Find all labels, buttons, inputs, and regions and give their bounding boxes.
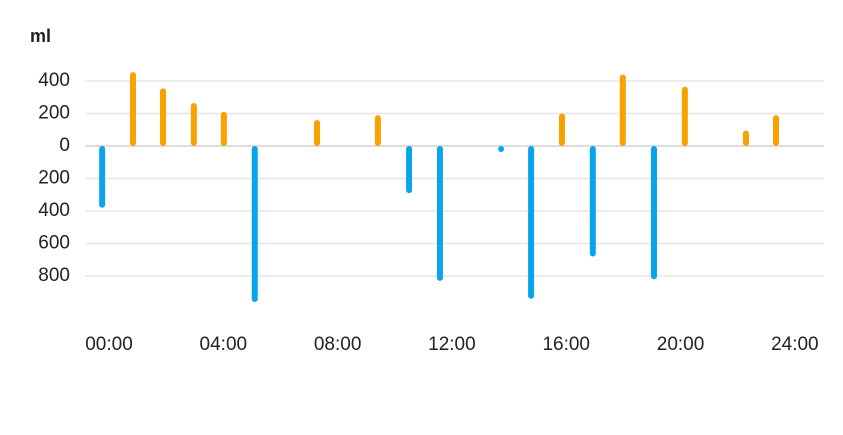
x-tick-label: 12:00 [428,334,476,355]
y-axis-title: ml [30,26,51,46]
x-tick-label: 08:00 [314,334,362,355]
y-tick-label: 800 [38,265,70,286]
y-tick-label: 600 [38,233,70,254]
y-tick-label: 400 [38,70,70,91]
x-tick-label: 04:00 [200,334,248,355]
x-tick-label: 20:00 [657,334,705,355]
x-tick-label: 16:00 [542,334,590,355]
y-tick-label: 400 [38,200,70,221]
x-tick-label: 00:00 [85,334,133,355]
y-tick-label: 200 [38,168,70,189]
x-tick-label: 24:00 [771,334,819,355]
y-tick-label: 0 [59,135,70,156]
y-tick-label: 200 [38,103,70,124]
